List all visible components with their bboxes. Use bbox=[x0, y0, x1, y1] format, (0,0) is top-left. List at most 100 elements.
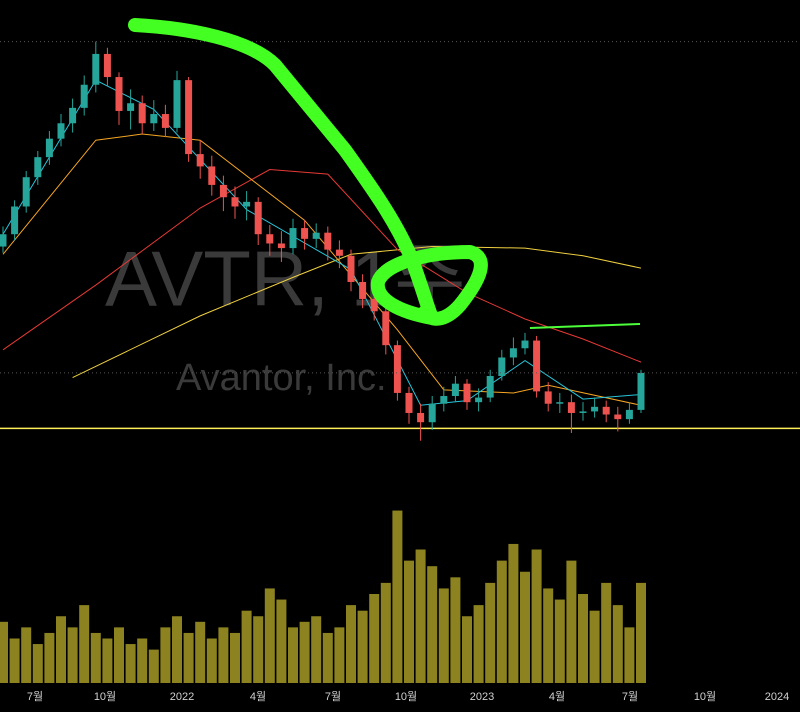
volume-bar bbox=[357, 610, 368, 683]
candle-body bbox=[509, 348, 517, 358]
x-tick-label: 10월 bbox=[94, 690, 116, 703]
x-tick-label: 7월 bbox=[622, 690, 638, 703]
candle-body bbox=[405, 392, 413, 413]
x-tick-label: 10월 bbox=[395, 690, 417, 703]
volume-bar bbox=[56, 616, 66, 683]
volume-bar bbox=[32, 644, 43, 683]
volume-bar bbox=[369, 594, 380, 683]
candle-body bbox=[185, 80, 193, 155]
candle-body bbox=[475, 397, 483, 403]
volume-bar bbox=[21, 627, 32, 683]
moving-average-line bbox=[2, 168, 642, 363]
volume-bar bbox=[578, 594, 588, 683]
candle-body bbox=[57, 123, 65, 139]
volume-bar bbox=[462, 616, 472, 683]
volume-bar bbox=[473, 605, 484, 683]
candle-body bbox=[69, 107, 77, 124]
candle-body bbox=[602, 406, 610, 415]
volume-bar bbox=[79, 605, 90, 683]
candle-body bbox=[22, 177, 30, 207]
candle-body bbox=[533, 340, 541, 392]
volume-bar bbox=[554, 599, 565, 683]
candle-body bbox=[486, 375, 494, 398]
candle-body bbox=[301, 228, 309, 239]
candle-body bbox=[335, 249, 343, 256]
volume-bar bbox=[160, 627, 171, 683]
candle-body bbox=[428, 403, 436, 423]
volume-bar bbox=[636, 582, 646, 683]
candle-body bbox=[579, 411, 587, 413]
candle-body bbox=[173, 80, 181, 128]
x-tick-label: 2022 bbox=[170, 691, 194, 703]
volume-bar bbox=[392, 510, 403, 683]
candle-body bbox=[312, 232, 320, 239]
candle-body bbox=[498, 357, 506, 376]
candle-body bbox=[556, 402, 564, 404]
candle-body bbox=[219, 184, 227, 198]
volume-bar bbox=[624, 627, 635, 683]
volume-bar bbox=[427, 566, 438, 683]
candle-body bbox=[637, 372, 645, 410]
volume-bar bbox=[311, 616, 322, 683]
volume-bar bbox=[334, 627, 345, 683]
x-tick-label: 4월 bbox=[250, 690, 266, 703]
trend-annotation bbox=[529, 323, 641, 329]
volume-bar bbox=[438, 588, 449, 683]
candle-body bbox=[80, 84, 88, 108]
candle-body bbox=[382, 311, 390, 346]
candle-body bbox=[359, 281, 367, 299]
volume-bar bbox=[230, 632, 240, 683]
candle-body bbox=[11, 206, 19, 235]
volume-bar bbox=[415, 549, 426, 683]
candle-body bbox=[208, 166, 216, 185]
volume-bar bbox=[404, 560, 414, 683]
volume-bar bbox=[148, 649, 159, 683]
volume-bar bbox=[531, 549, 542, 683]
x-tick-label: 2023 bbox=[470, 691, 494, 703]
candle-body bbox=[266, 234, 274, 244]
candle-body bbox=[370, 298, 378, 312]
candle-body bbox=[567, 402, 575, 413]
x-tick-label: 2024 bbox=[765, 691, 789, 703]
candle-body bbox=[521, 340, 529, 349]
candle-body bbox=[277, 243, 285, 249]
volume-bar bbox=[0, 621, 8, 683]
volume-bar bbox=[322, 632, 333, 683]
candle-body bbox=[45, 138, 53, 158]
volume-bar bbox=[114, 627, 124, 683]
x-tick-label: 10월 bbox=[694, 690, 716, 703]
volume-bar bbox=[612, 605, 623, 683]
volume-bar bbox=[195, 621, 206, 683]
candle-body bbox=[92, 53, 100, 85]
candle-body bbox=[127, 103, 135, 111]
volume-bar bbox=[566, 560, 577, 683]
volume-bar bbox=[485, 582, 496, 683]
volume-bar bbox=[90, 632, 101, 683]
plot bbox=[0, 41, 800, 683]
candle-body bbox=[591, 406, 599, 412]
candle-body bbox=[451, 383, 459, 397]
volume-bar bbox=[264, 588, 275, 683]
candle-body bbox=[0, 234, 7, 247]
volume-bar bbox=[520, 571, 530, 683]
candle-body bbox=[324, 232, 332, 250]
volume-bar bbox=[450, 577, 461, 683]
x-tick-label: 7월 bbox=[27, 690, 43, 703]
candle-body bbox=[614, 414, 622, 420]
volume-bar bbox=[102, 638, 113, 683]
candle-body bbox=[463, 383, 471, 403]
volume-bar bbox=[276, 599, 287, 683]
watermark-subtitle: Avantor, Inc. bbox=[176, 357, 387, 399]
candle-body bbox=[393, 345, 401, 393]
candle-body bbox=[347, 255, 355, 282]
candle-body bbox=[625, 409, 633, 420]
candle-body bbox=[289, 228, 297, 249]
candle-body bbox=[115, 77, 123, 111]
volume-bar bbox=[380, 582, 391, 683]
volume-bar bbox=[241, 610, 252, 683]
candle-body bbox=[440, 396, 448, 404]
candle-body bbox=[254, 201, 262, 235]
x-tick-label: 4월 bbox=[549, 690, 565, 703]
